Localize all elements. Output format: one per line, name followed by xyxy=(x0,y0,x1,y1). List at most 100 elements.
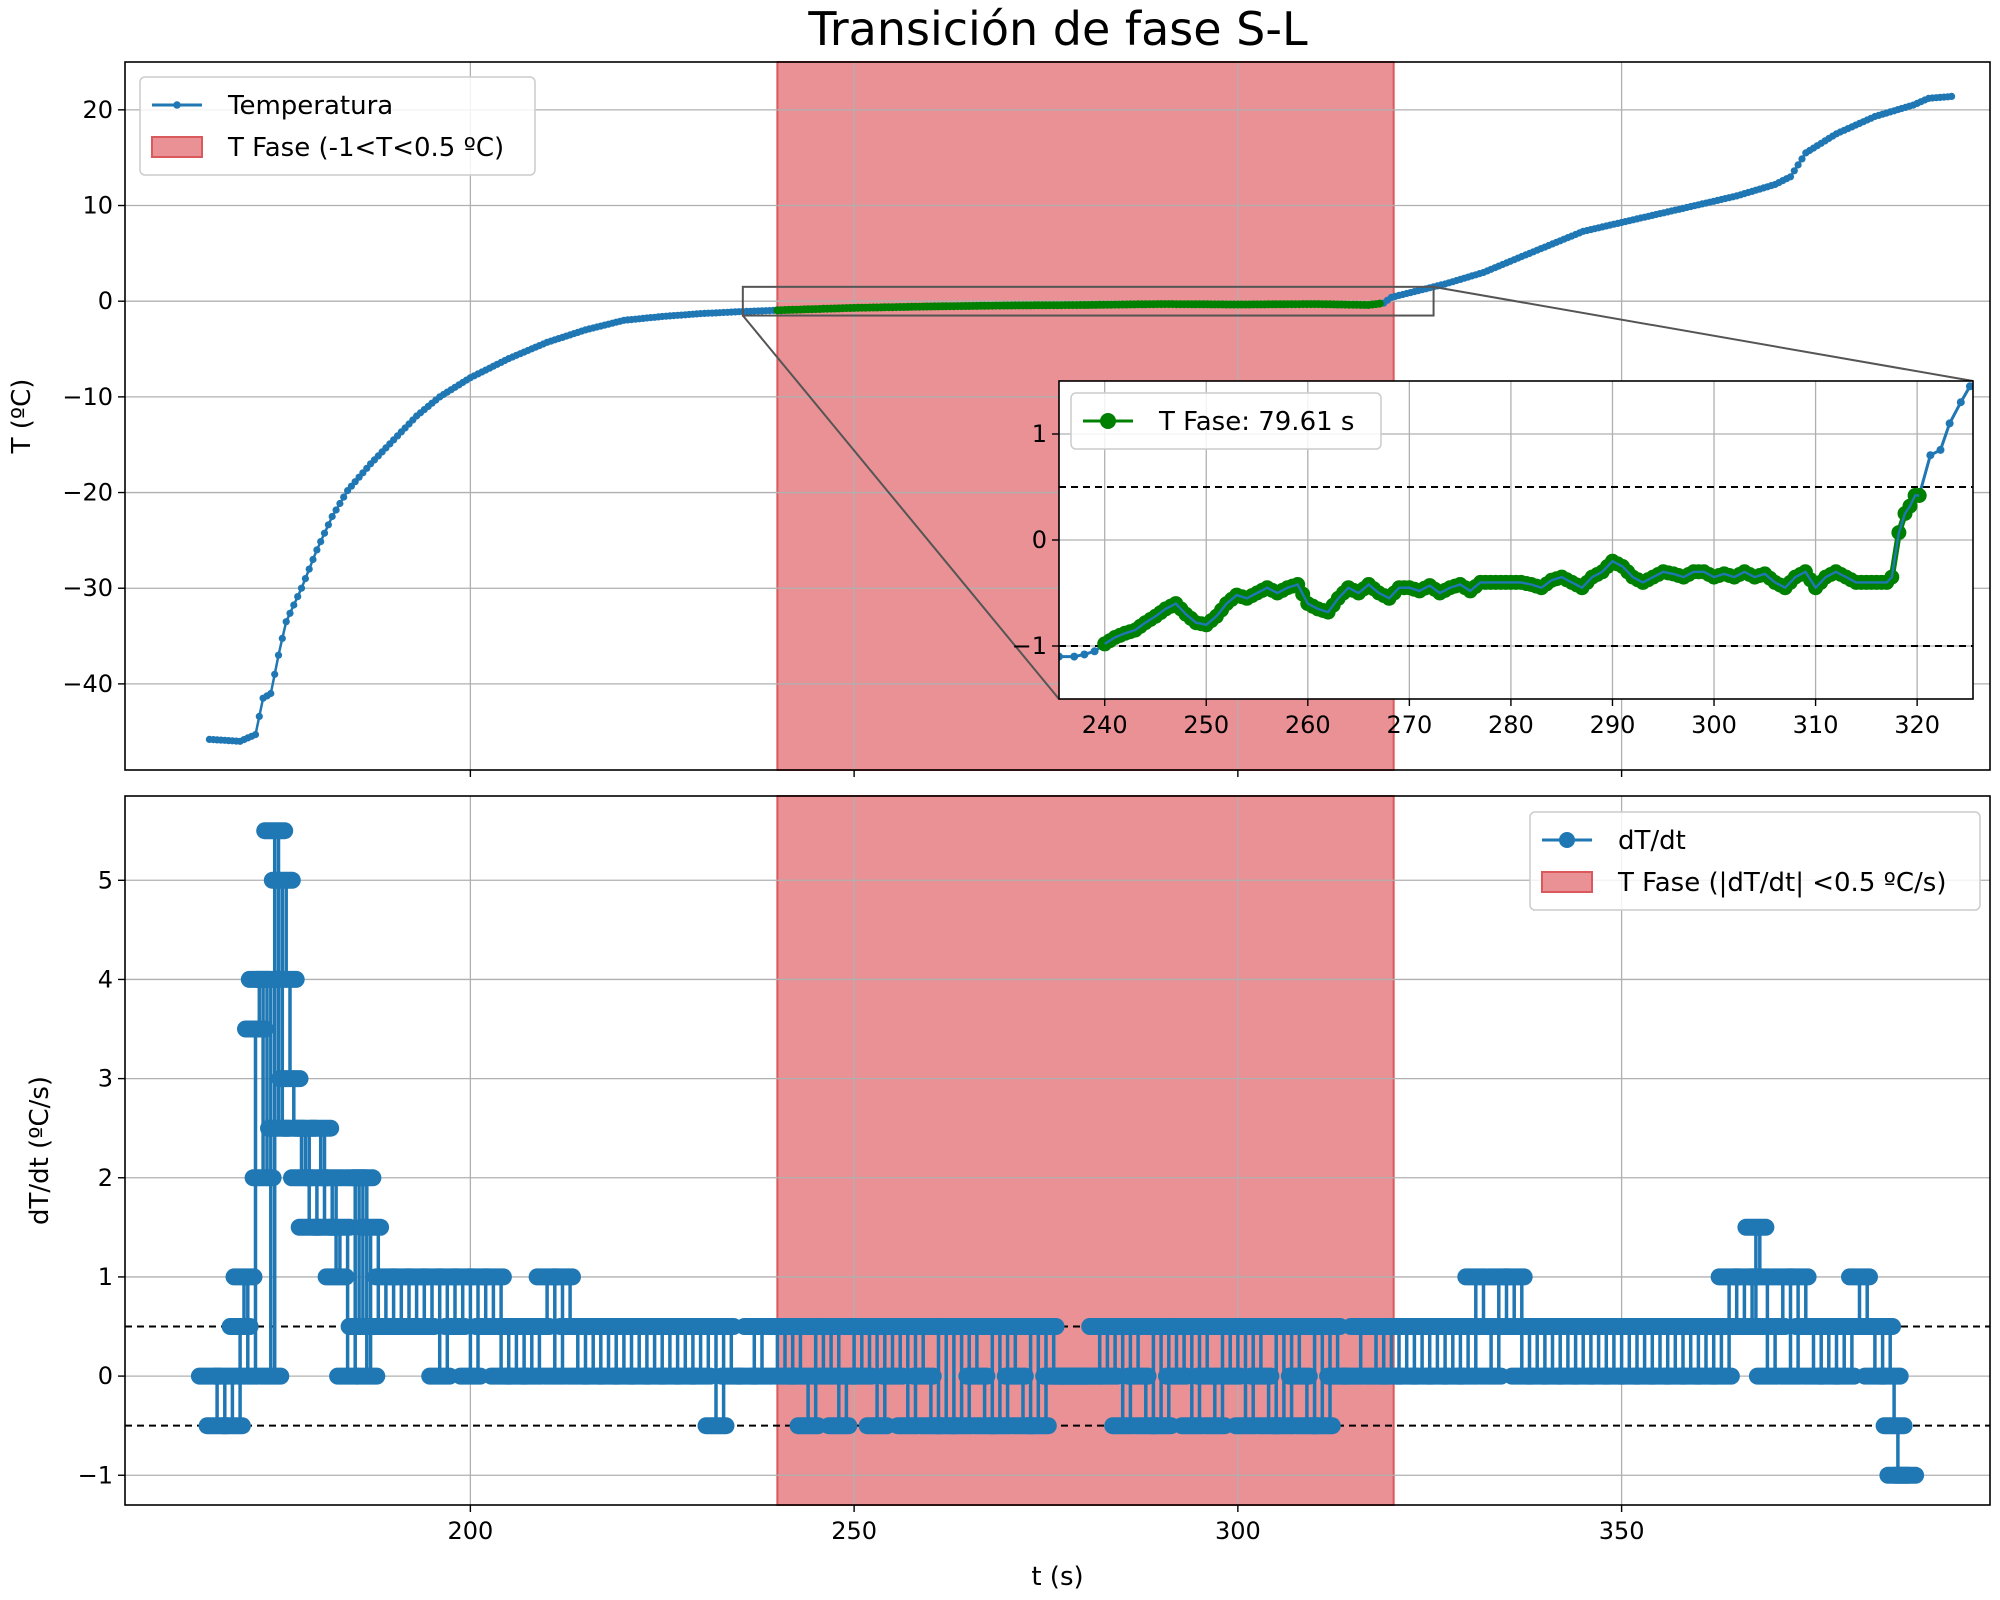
temperature-point xyxy=(251,731,260,739)
y-tick-label: 3 xyxy=(98,1065,113,1093)
phase-point-overview xyxy=(1375,299,1384,308)
derivative-line xyxy=(209,828,1906,1478)
x-tick-label: 300 xyxy=(1691,711,1737,739)
y-tick-label: 5 xyxy=(98,866,113,894)
temperature-point xyxy=(278,634,286,643)
temperature-point xyxy=(309,555,317,564)
x-axis-label: t (s) xyxy=(1031,1562,1083,1592)
legend-label: T Fase (|dT/dt| <0.5 ºC/s) xyxy=(1617,868,1946,898)
temperature-point xyxy=(313,546,321,554)
y-tick-label: 10 xyxy=(82,192,113,220)
y-tick-label: 20 xyxy=(82,96,113,124)
x-tick-label: 290 xyxy=(1590,711,1636,739)
temperature-point xyxy=(324,521,332,529)
temperature-point xyxy=(1948,92,1956,100)
x-tick-label: 250 xyxy=(1183,711,1229,739)
y-tick-label: −1 xyxy=(78,1461,113,1489)
lead-out-point xyxy=(1945,419,1954,428)
x-ticks: 240 250 260 270 280 290 300 310 320 xyxy=(1082,699,1940,739)
lead-out-point xyxy=(1926,451,1935,460)
temperature-point xyxy=(274,651,283,659)
x-tick-label: 310 xyxy=(1793,711,1839,739)
legend-box xyxy=(139,76,536,176)
legend-label: dT/dt xyxy=(1618,826,1686,856)
temperature-point xyxy=(1798,155,1806,163)
temperature-point xyxy=(320,529,329,537)
legend-marker xyxy=(1559,832,1575,848)
x-tick-label: 270 xyxy=(1386,711,1432,739)
legend: dT/dt T Fase (|dT/dt| <0.5 ºC/s) xyxy=(1529,811,1981,911)
temperature-point xyxy=(290,601,298,609)
temperature-point xyxy=(305,565,313,573)
zoom-connector xyxy=(742,314,1060,700)
x-tick-label: 280 xyxy=(1488,711,1534,739)
zoom-indicator xyxy=(741,285,1974,700)
temperature-point xyxy=(294,593,302,601)
axes-frame xyxy=(124,795,1991,1506)
temperature-point xyxy=(317,538,325,546)
y-ticks: −1 0 1 xyxy=(1012,420,1059,660)
legend-box xyxy=(1529,811,1981,911)
legend-label: T Fase: 79.61 s xyxy=(1158,407,1354,437)
derivative-panel: 200 250 300 350 −1 0 1 2 3 4 5 t (s) dT/dt (ºC/s)… xyxy=(25,795,1991,1592)
temperature-point xyxy=(328,512,336,521)
x-tick-label: 200 xyxy=(447,1517,493,1545)
x-ticks: 200 250 300 350 xyxy=(447,1505,1645,1545)
y-tick-label: 4 xyxy=(98,965,113,993)
legend-label: Temperatura xyxy=(227,91,393,121)
axes-frame xyxy=(1058,380,1974,700)
lead-in-point xyxy=(1070,652,1079,661)
y-tick-label: 2 xyxy=(98,1164,113,1192)
temperature-point xyxy=(1786,173,1795,181)
threshold-lines xyxy=(1059,486,1973,647)
phase-series xyxy=(1059,382,1973,661)
temperature-point xyxy=(271,670,279,678)
y-tick-label: 0 xyxy=(98,1362,113,1390)
inset-panel: 240 250 260 270 280 290 300 310 320 −1 0 1 T Fase:… xyxy=(1012,380,1974,739)
zoom-box xyxy=(741,285,1435,317)
legend: Temperatura T Fase (-1<T<0.5 ºC) xyxy=(139,76,536,176)
x-tick-label: 260 xyxy=(1285,711,1331,739)
y-ticks: −1 0 1 2 3 4 5 xyxy=(78,866,125,1489)
lead-out-point xyxy=(1965,382,1973,391)
temperature-point xyxy=(286,609,294,617)
lead-in-point xyxy=(1090,647,1099,656)
temperature-point xyxy=(340,493,348,501)
legend-box xyxy=(1070,392,1382,450)
x-tick-label: 240 xyxy=(1082,711,1128,739)
temperature-point xyxy=(301,575,309,583)
y-axis-label: T (ºC) xyxy=(7,379,37,455)
temperature-point xyxy=(282,618,290,626)
y-tick-label: 0 xyxy=(1032,526,1047,554)
legend: T Fase: 79.61 s xyxy=(1070,392,1382,450)
lead-out-point xyxy=(1936,445,1945,454)
temperature-point xyxy=(297,584,306,592)
chart-title: Transición de fase S-L xyxy=(807,2,1308,56)
x-tick-label: 300 xyxy=(1215,1517,1261,1545)
temperature-series xyxy=(205,92,1956,745)
derivative-series xyxy=(190,822,1925,1484)
temperature-point xyxy=(336,499,344,508)
y-tick-label: 1 xyxy=(98,1263,113,1291)
y-tick-label: 1 xyxy=(1032,420,1047,448)
x-tick-label: 350 xyxy=(1599,1517,1645,1545)
x-tick-label: 250 xyxy=(831,1517,877,1545)
lead-in-point xyxy=(1080,650,1089,659)
legend-swatch xyxy=(1541,871,1593,893)
legend-swatch xyxy=(151,136,203,158)
lead-in-point xyxy=(1059,652,1063,661)
y-tick-label: −30 xyxy=(62,574,113,602)
y-axis-label: dT/dt (ºC/s) xyxy=(25,1076,55,1225)
y-tick-label: −10 xyxy=(62,383,113,411)
x-tick-label: 320 xyxy=(1894,711,1940,739)
legend-marker xyxy=(173,101,181,109)
phase-span xyxy=(776,795,1395,1506)
axes-frame xyxy=(124,61,1991,771)
temperature-point xyxy=(255,712,263,721)
zoom-connector xyxy=(1433,285,1974,382)
temperature-point xyxy=(1790,167,1798,175)
y-tick-label: −40 xyxy=(62,670,113,698)
legend-marker xyxy=(1100,413,1116,429)
temperature-point xyxy=(267,689,275,698)
